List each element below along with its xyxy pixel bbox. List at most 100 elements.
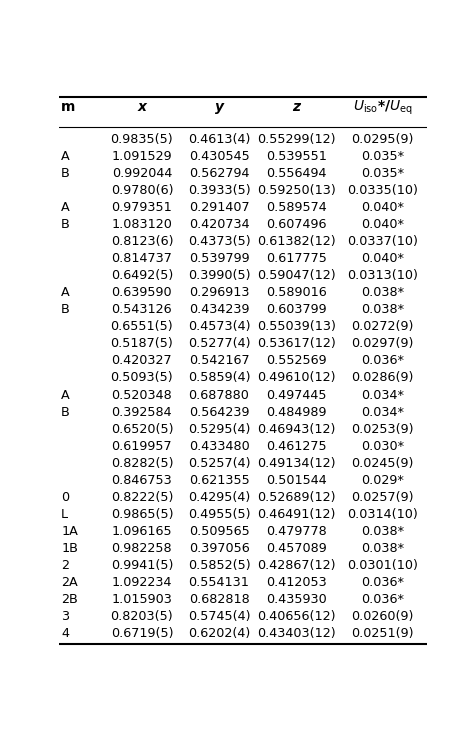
Text: 0.520348: 0.520348 (111, 388, 172, 402)
Text: 0.6719(5): 0.6719(5) (110, 627, 173, 641)
Text: 0.040*: 0.040* (361, 201, 404, 214)
Text: 0.040*: 0.040* (361, 252, 404, 265)
Text: 0.0272(9): 0.0272(9) (351, 320, 414, 333)
Text: 0.296913: 0.296913 (189, 286, 249, 299)
Text: 0.682818: 0.682818 (189, 593, 249, 606)
Text: 0.392584: 0.392584 (111, 406, 172, 418)
Text: 0.617775: 0.617775 (266, 252, 327, 265)
Text: 0.543126: 0.543126 (111, 303, 172, 316)
Text: 0.457089: 0.457089 (266, 542, 327, 555)
Text: 0.9780(6): 0.9780(6) (110, 184, 173, 197)
Text: 0.607496: 0.607496 (266, 218, 327, 231)
Text: 0.034*: 0.034* (361, 388, 404, 402)
Text: z: z (292, 101, 300, 114)
Text: 0.034*: 0.034* (361, 406, 404, 418)
Text: 0.0253(9): 0.0253(9) (351, 423, 414, 436)
Text: 0.412053: 0.412053 (266, 576, 327, 590)
Text: 0.434239: 0.434239 (189, 303, 249, 316)
Text: 0.479778: 0.479778 (266, 525, 327, 538)
Text: 0.0257(9): 0.0257(9) (351, 491, 414, 504)
Text: 0.40656(12): 0.40656(12) (257, 611, 336, 623)
Text: 0.501544: 0.501544 (266, 474, 327, 487)
Text: A: A (61, 149, 70, 163)
Text: 0.038*: 0.038* (361, 525, 404, 538)
Text: A: A (61, 201, 70, 214)
Text: B: B (61, 303, 70, 316)
Text: 0.992044: 0.992044 (112, 167, 172, 179)
Text: 0.4613(4): 0.4613(4) (188, 133, 250, 146)
Text: 0.0335(10): 0.0335(10) (347, 184, 418, 197)
Text: 0.42867(12): 0.42867(12) (257, 559, 336, 572)
Text: 0.8123(6): 0.8123(6) (110, 235, 173, 248)
Text: 0.5859(4): 0.5859(4) (188, 372, 250, 385)
Text: 0.6202(4): 0.6202(4) (188, 627, 250, 641)
Text: 0.4373(5): 0.4373(5) (188, 235, 250, 248)
Text: $\mathit{U}_{\mathrm{iso}}$*/$\mathit{U}_{\mathrm{eq}}$: $\mathit{U}_{\mathrm{iso}}$*/$\mathit{U}… (353, 98, 412, 116)
Text: 0.509565: 0.509565 (189, 525, 249, 538)
Text: 2B: 2B (61, 593, 78, 606)
Text: 0.49134(12): 0.49134(12) (257, 457, 336, 469)
Text: 0.589016: 0.589016 (266, 286, 327, 299)
Text: 0.619957: 0.619957 (111, 439, 172, 453)
Text: 0.5745(4): 0.5745(4) (188, 611, 250, 623)
Text: 0.433480: 0.433480 (189, 439, 249, 453)
Text: 3: 3 (61, 611, 69, 623)
Text: 0.040*: 0.040* (361, 218, 404, 231)
Text: 0.038*: 0.038* (361, 303, 404, 316)
Text: 0.9865(5): 0.9865(5) (110, 508, 173, 521)
Text: 4: 4 (61, 627, 69, 641)
Text: 0.0337(10): 0.0337(10) (347, 235, 418, 248)
Text: 0.0313(10): 0.0313(10) (347, 269, 418, 282)
Text: 0.484989: 0.484989 (266, 406, 327, 418)
Text: 0.46491(12): 0.46491(12) (257, 508, 336, 521)
Text: 0.038*: 0.038* (361, 542, 404, 555)
Text: 1.096165: 1.096165 (111, 525, 172, 538)
Text: 0.035*: 0.035* (361, 167, 404, 179)
Text: 2A: 2A (61, 576, 78, 590)
Text: 0.6520(5): 0.6520(5) (110, 423, 173, 436)
Text: 0.0314(10): 0.0314(10) (347, 508, 418, 521)
Text: A: A (61, 286, 70, 299)
Text: 0.397056: 0.397056 (189, 542, 249, 555)
Text: 0.0301(10): 0.0301(10) (347, 559, 418, 572)
Text: 0.036*: 0.036* (361, 593, 404, 606)
Text: 0.6492(5): 0.6492(5) (111, 269, 173, 282)
Text: L: L (61, 508, 68, 521)
Text: 0.55299(12): 0.55299(12) (257, 133, 336, 146)
Text: 0: 0 (61, 491, 69, 504)
Text: 0.552569: 0.552569 (266, 354, 327, 367)
Text: 0.982258: 0.982258 (111, 542, 172, 555)
Text: 0.687880: 0.687880 (189, 388, 249, 402)
Text: 0.621355: 0.621355 (189, 474, 249, 487)
Text: 0.0251(9): 0.0251(9) (351, 627, 414, 641)
Text: 0.55039(13): 0.55039(13) (257, 320, 336, 333)
Text: 0.53617(12): 0.53617(12) (257, 337, 336, 350)
Text: 0.542167: 0.542167 (189, 354, 249, 367)
Text: 0.5257(4): 0.5257(4) (188, 457, 250, 469)
Text: 0.52689(12): 0.52689(12) (257, 491, 336, 504)
Text: 0.49610(12): 0.49610(12) (257, 372, 336, 385)
Text: 2: 2 (61, 559, 69, 572)
Text: 0.430545: 0.430545 (189, 149, 249, 163)
Text: y: y (215, 101, 224, 114)
Text: 0.61382(12): 0.61382(12) (257, 235, 336, 248)
Text: 0.461275: 0.461275 (266, 439, 327, 453)
Text: 0.846753: 0.846753 (111, 474, 172, 487)
Text: 0.979351: 0.979351 (111, 201, 172, 214)
Text: 0.5295(4): 0.5295(4) (188, 423, 250, 436)
Text: 0.030*: 0.030* (361, 439, 404, 453)
Text: 0.8203(5): 0.8203(5) (110, 611, 173, 623)
Text: 0.539551: 0.539551 (266, 149, 327, 163)
Text: 0.291407: 0.291407 (189, 201, 249, 214)
Text: 0.59250(13): 0.59250(13) (257, 184, 336, 197)
Text: 0.8282(5): 0.8282(5) (110, 457, 173, 469)
Text: m: m (61, 101, 75, 114)
Text: 0.5093(5): 0.5093(5) (110, 372, 173, 385)
Text: 0.497445: 0.497445 (266, 388, 327, 402)
Text: 0.4955(5): 0.4955(5) (188, 508, 250, 521)
Text: 0.0295(9): 0.0295(9) (351, 133, 414, 146)
Text: 0.035*: 0.035* (361, 149, 404, 163)
Text: 0.5852(5): 0.5852(5) (188, 559, 250, 572)
Text: 0.435930: 0.435930 (266, 593, 327, 606)
Text: 0.589574: 0.589574 (266, 201, 327, 214)
